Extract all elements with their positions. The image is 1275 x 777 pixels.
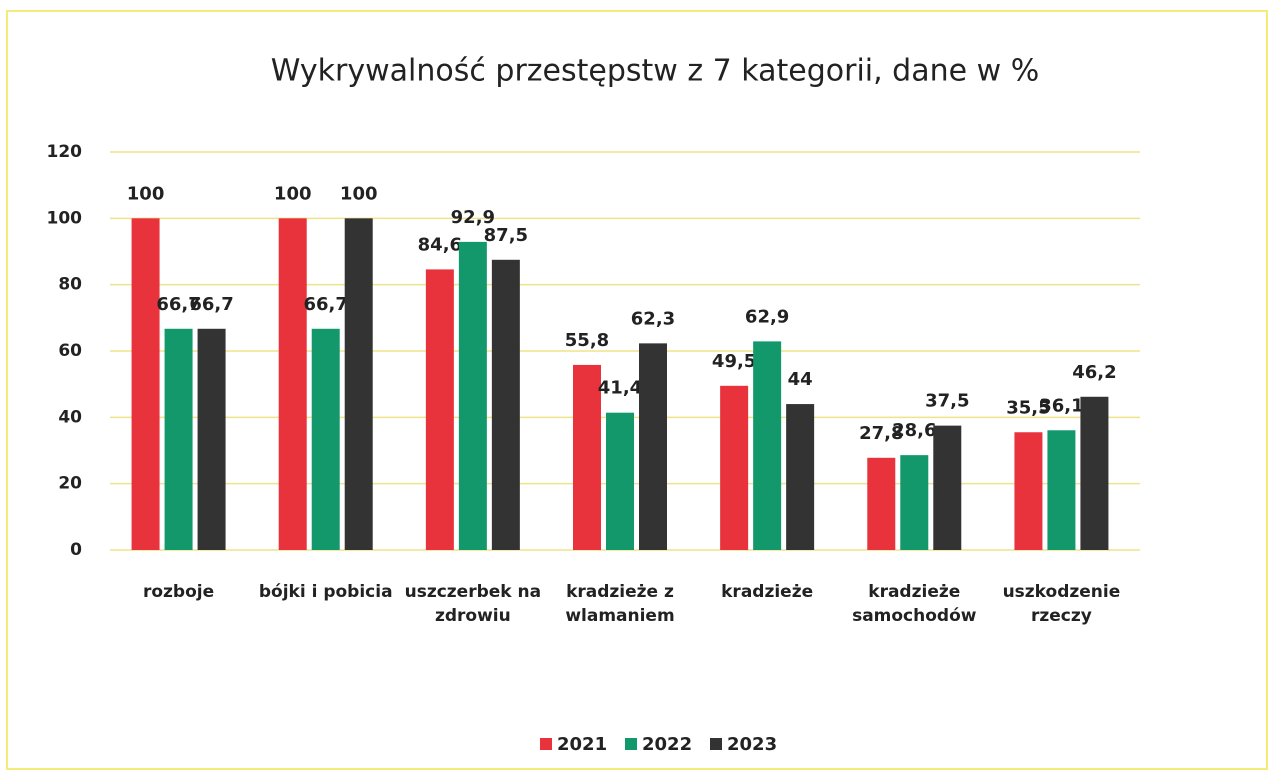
bar bbox=[639, 343, 667, 550]
y-tick-label: 100 bbox=[47, 208, 83, 228]
frame bbox=[6, 10, 1268, 770]
value-label: 46,2 bbox=[1072, 362, 1116, 383]
value-label: 100 bbox=[274, 183, 312, 204]
y-tick-label: 80 bbox=[58, 275, 82, 295]
bar bbox=[1047, 430, 1076, 550]
value-label: 100 bbox=[127, 183, 165, 204]
value-label: 41,4 bbox=[598, 378, 642, 399]
bar bbox=[753, 341, 782, 550]
bar bbox=[1014, 432, 1043, 550]
bar bbox=[867, 457, 896, 550]
value-label: 44 bbox=[788, 369, 813, 390]
bar bbox=[1080, 396, 1109, 550]
bar bbox=[491, 259, 520, 550]
bar bbox=[720, 385, 749, 550]
bar bbox=[573, 364, 601, 550]
y-tick-label: 0 bbox=[70, 540, 82, 560]
legend-swatch bbox=[625, 738, 637, 750]
bar bbox=[311, 328, 340, 550]
y-tick-label: 60 bbox=[58, 341, 82, 361]
legend-label: 2022 bbox=[642, 734, 692, 755]
x-tick-label: kradzieże samochodów bbox=[852, 582, 977, 626]
value-label: 66,7 bbox=[189, 294, 233, 315]
legend-label: 2023 bbox=[727, 734, 777, 755]
bar bbox=[933, 425, 962, 550]
value-label: 62,3 bbox=[631, 308, 675, 329]
value-label: 62,9 bbox=[745, 306, 789, 327]
value-label: 100 bbox=[340, 183, 378, 204]
y-tick-label: 120 bbox=[47, 142, 83, 162]
x-tick-label: rozboje bbox=[142, 582, 215, 602]
value-label: 36,1 bbox=[1039, 395, 1083, 416]
bar bbox=[131, 218, 160, 551]
bar bbox=[278, 218, 307, 551]
legend-swatch bbox=[540, 738, 552, 750]
value-label: 28,6 bbox=[892, 420, 936, 441]
x-tick-label: uszczerbek na zdrowiu bbox=[404, 582, 542, 626]
bar bbox=[606, 412, 634, 550]
bar bbox=[900, 455, 929, 550]
legend-label: 2021 bbox=[557, 734, 607, 755]
bar bbox=[458, 241, 487, 551]
value-label: 35,5 bbox=[1006, 397, 1050, 418]
value-label: 66,7 bbox=[156, 294, 200, 315]
value-label: 49,5 bbox=[712, 351, 756, 372]
bar bbox=[786, 404, 815, 550]
value-label: 66,7 bbox=[304, 294, 348, 315]
value-label: 27,8 bbox=[859, 423, 903, 444]
bar bbox=[164, 328, 193, 550]
bar bbox=[425, 269, 454, 550]
chart-title: Wykrywalność przestępstw z 7 kategorii, … bbox=[271, 54, 1039, 89]
value-label: 87,5 bbox=[484, 225, 528, 246]
legend-swatch bbox=[710, 738, 722, 750]
x-tick-label: kradzieże z wlamaniem bbox=[565, 582, 675, 626]
bar bbox=[344, 218, 373, 551]
x-tick-label: bójki i pobicia bbox=[258, 582, 393, 602]
value-label: 37,5 bbox=[925, 391, 969, 412]
x-tick-label: kradzieże bbox=[721, 582, 814, 602]
value-label: 55,8 bbox=[565, 330, 609, 351]
bar bbox=[197, 328, 226, 550]
y-tick-label: 40 bbox=[58, 407, 82, 427]
x-tick-label: uszkodzenie rzeczy bbox=[1002, 582, 1121, 626]
y-tick-label: 20 bbox=[58, 474, 82, 494]
value-label: 84,6 bbox=[418, 234, 462, 255]
value-label: 92,9 bbox=[451, 207, 495, 228]
